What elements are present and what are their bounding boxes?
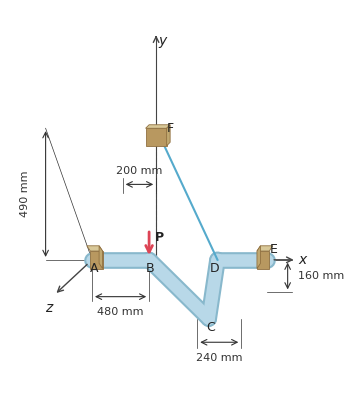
Text: 200 mm: 200 mm (116, 166, 163, 176)
Polygon shape (257, 246, 273, 251)
Text: 490 mm: 490 mm (20, 171, 30, 217)
Polygon shape (166, 125, 170, 146)
Text: E: E (270, 243, 278, 256)
Text: 160 mm: 160 mm (298, 270, 344, 280)
Text: x: x (298, 253, 307, 267)
Text: C: C (206, 321, 215, 334)
Text: A: A (89, 262, 98, 275)
Text: 240 mm: 240 mm (196, 353, 243, 363)
Text: D: D (210, 262, 220, 275)
Polygon shape (90, 251, 103, 268)
Text: B: B (146, 262, 154, 275)
Text: F: F (166, 122, 174, 135)
Polygon shape (87, 246, 103, 251)
Polygon shape (146, 125, 170, 128)
Text: 480 mm: 480 mm (97, 307, 143, 317)
Polygon shape (99, 246, 103, 268)
Text: P: P (155, 231, 164, 243)
Text: y: y (159, 33, 167, 48)
Polygon shape (257, 246, 260, 268)
Text: z: z (45, 301, 53, 315)
Polygon shape (146, 128, 166, 146)
Polygon shape (257, 251, 269, 268)
